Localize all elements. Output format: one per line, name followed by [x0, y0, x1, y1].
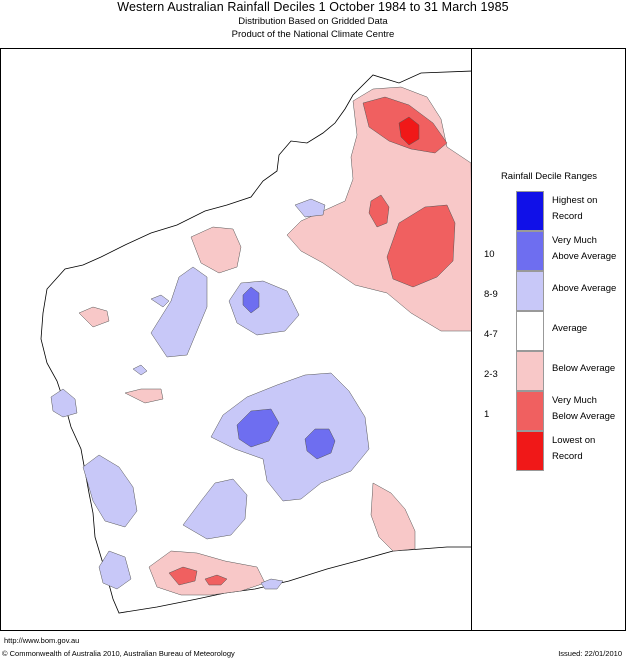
region-lowest-on-record [398, 116, 420, 146]
region-very-much-above-goldfields-east [304, 428, 336, 460]
region-above-average-southwest [98, 550, 132, 590]
footer-url[interactable]: http://www.bom.gov.au [4, 636, 80, 645]
region-above-average-small-3 [260, 578, 284, 590]
region-very-much-below-south [168, 566, 198, 586]
map-panel [0, 48, 472, 631]
legend-label-lowest: Lowest on Record [552, 435, 596, 462]
legend-label-highest: Highest on Record [552, 195, 598, 222]
legend-label-below-average: Below Average [552, 363, 616, 374]
region-below-average-gascoyne [78, 306, 110, 328]
region-above-average-goldfields [210, 372, 370, 502]
region-above-average-northwest [294, 198, 326, 218]
region-very-much-below-small [368, 194, 390, 228]
region-above-average-coast [50, 388, 78, 418]
legend-swatch-lowest-on-record [516, 431, 544, 471]
legend-decile-1: 1 [484, 409, 490, 420]
legend-swatch-below-average [516, 351, 544, 391]
legend-label-above-average: Above Average [552, 283, 617, 294]
region-below-average-southeast [370, 482, 416, 552]
footer-issued-date: Issued: 22/01/2010 [558, 649, 622, 658]
region-very-much-below-south-2 [204, 574, 228, 586]
legend-decile-10: 10 [484, 249, 495, 260]
footer-copyright: © Commonwealth of Australia 2010, Austra… [2, 649, 235, 658]
legend-swatch-average [516, 311, 544, 351]
legend-title: Rainfall Decile Ranges [500, 171, 598, 182]
region-above-average-small-1 [150, 294, 170, 308]
legend-decile-2-3: 2-3 [484, 369, 498, 380]
legend-swatch-very-much-above [516, 231, 544, 271]
legend-label-very-much-below: Very Much Below Average [552, 395, 616, 422]
legend-decile-4-7: 4-7 [484, 329, 498, 340]
region-very-much-below-pilbara-east [386, 204, 456, 288]
region-very-much-above-north [242, 286, 260, 314]
map-subtitle-product: Product of the National Climate Centre [231, 29, 395, 40]
legend-swatch-very-much-below [516, 391, 544, 431]
legend-panel: Rainfall Decile Ranges Highest on Record … [472, 48, 626, 631]
wa-rainfall-map [40, 70, 471, 614]
legend-swatch-highest-on-record [516, 191, 544, 231]
legend-swatch-above-average [516, 271, 544, 311]
map-title: Western Australian Rainfall Deciles 1 Oc… [117, 0, 509, 14]
region-above-average-pilbara [150, 266, 208, 358]
region-below-average-small-1 [124, 388, 164, 404]
region-above-average-midwest [82, 454, 138, 528]
legend-label-average: Average [552, 323, 588, 334]
legend-decile-8-9: 8-9 [484, 289, 498, 300]
map-subtitle-distribution: Distribution Based on Gridded Data [238, 16, 388, 27]
region-very-much-above-goldfields-west [236, 408, 280, 448]
region-above-average-wheatbelt [182, 478, 248, 540]
legend-label-very-much-above: Very Much Above Average [552, 235, 617, 262]
region-above-average-small-2 [132, 364, 148, 376]
region-below-average-central-west [190, 226, 242, 274]
